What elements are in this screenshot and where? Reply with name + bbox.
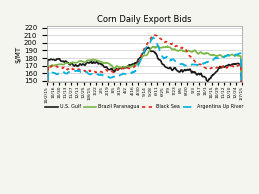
Legend: U.S. Gulf, Brazil Paranagua, Black Sea, Argentina Up River: U.S. Gulf, Brazil Paranagua, Black Sea, …: [44, 102, 246, 111]
Title: Corn Daily Export Bids: Corn Daily Export Bids: [97, 15, 192, 24]
Y-axis label: $/MT: $/MT: [15, 46, 21, 63]
